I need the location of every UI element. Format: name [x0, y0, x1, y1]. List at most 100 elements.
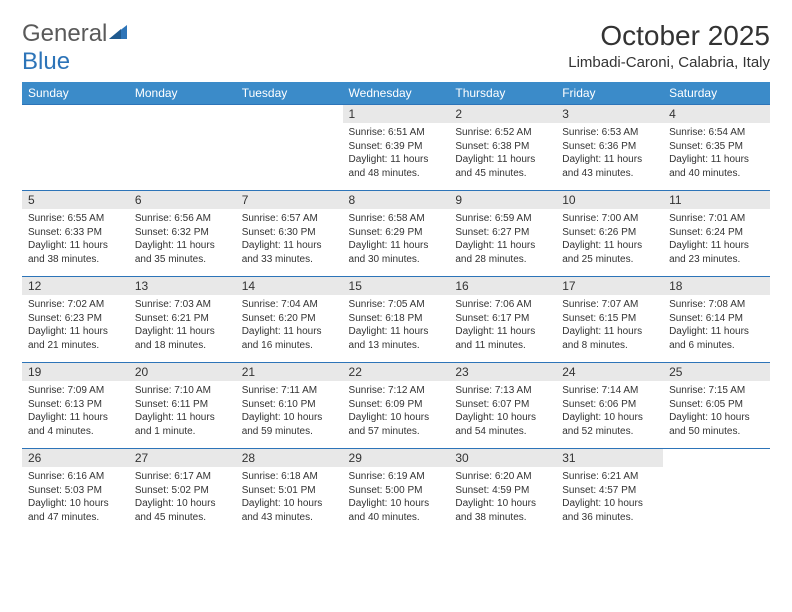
- daylight-text-1: Daylight: 11 hours: [562, 239, 657, 253]
- sunset-text: Sunset: 6:32 PM: [135, 226, 230, 240]
- day-number: 18: [663, 277, 770, 295]
- daylight-text-1: Daylight: 11 hours: [135, 239, 230, 253]
- daylight-text-1: Daylight: 11 hours: [135, 325, 230, 339]
- day-cell: 12Sunrise: 7:02 AMSunset: 6:23 PMDayligh…: [22, 277, 129, 363]
- daylight-text-1: Daylight: 10 hours: [455, 497, 550, 511]
- day-number: 2: [449, 105, 556, 123]
- sunrise-text: Sunrise: 6:57 AM: [242, 212, 337, 226]
- day-cell: 10Sunrise: 7:00 AMSunset: 6:26 PMDayligh…: [556, 191, 663, 277]
- sunrise-text: Sunrise: 6:54 AM: [669, 126, 764, 140]
- day-info: Sunrise: 7:09 AMSunset: 6:13 PMDaylight:…: [22, 381, 129, 441]
- sunset-text: Sunset: 6:39 PM: [349, 140, 444, 154]
- weekday-header-row: Sunday Monday Tuesday Wednesday Thursday…: [22, 82, 770, 105]
- day-number: 11: [663, 191, 770, 209]
- day-info: Sunrise: 6:51 AMSunset: 6:39 PMDaylight:…: [343, 123, 450, 183]
- day-cell: 26Sunrise: 6:16 AMSunset: 5:03 PMDayligh…: [22, 449, 129, 535]
- day-cell: 11Sunrise: 7:01 AMSunset: 6:24 PMDayligh…: [663, 191, 770, 277]
- weekday-header: Tuesday: [236, 82, 343, 105]
- day-number: 21: [236, 363, 343, 381]
- day-cell: 28Sunrise: 6:18 AMSunset: 5:01 PMDayligh…: [236, 449, 343, 535]
- day-info: Sunrise: 7:04 AMSunset: 6:20 PMDaylight:…: [236, 295, 343, 355]
- day-info: Sunrise: 7:15 AMSunset: 6:05 PMDaylight:…: [663, 381, 770, 441]
- logo-text-part1: General: [22, 20, 107, 47]
- daylight-text-2: and 50 minutes.: [669, 425, 764, 439]
- day-number: 12: [22, 277, 129, 295]
- day-info: Sunrise: 6:54 AMSunset: 6:35 PMDaylight:…: [663, 123, 770, 183]
- daylight-text-1: Daylight: 10 hours: [562, 411, 657, 425]
- calendar-page: GeneralBlue October 2025 Limbadi-Caroni,…: [0, 0, 792, 555]
- sunrise-text: Sunrise: 6:18 AM: [242, 470, 337, 484]
- day-cell: 23Sunrise: 7:13 AMSunset: 6:07 PMDayligh…: [449, 363, 556, 449]
- day-cell: 5 Sunrise: 6:55 AMSunset: 6:33 PMDaylight…: [22, 191, 129, 277]
- sunrise-text: Sunrise: 7:02 AM: [28, 298, 123, 312]
- day-cell: 20Sunrise: 7:10 AMSunset: 6:11 PMDayligh…: [129, 363, 236, 449]
- day-info: Sunrise: 6:59 AMSunset: 6:27 PMDaylight:…: [449, 209, 556, 269]
- day-number: 6: [129, 191, 236, 209]
- daylight-text-2: and 18 minutes.: [135, 339, 230, 353]
- sunset-text: Sunset: 6:10 PM: [242, 398, 337, 412]
- day-cell: 13Sunrise: 7:03 AMSunset: 6:21 PMDayligh…: [129, 277, 236, 363]
- day-info: Sunrise: 7:08 AMSunset: 6:14 PMDaylight:…: [663, 295, 770, 355]
- sunset-text: Sunset: 6:27 PM: [455, 226, 550, 240]
- day-number: 26: [22, 449, 129, 467]
- daylight-text-2: and 48 minutes.: [349, 167, 444, 181]
- day-cell: 27Sunrise: 6:17 AMSunset: 5:02 PMDayligh…: [129, 449, 236, 535]
- daylight-text-1: Daylight: 11 hours: [28, 239, 123, 253]
- sunrise-text: Sunrise: 6:52 AM: [455, 126, 550, 140]
- daylight-text-1: Daylight: 10 hours: [455, 411, 550, 425]
- day-number: 8: [343, 191, 450, 209]
- daylight-text-2: and 6 minutes.: [669, 339, 764, 353]
- sunrise-text: Sunrise: 7:10 AM: [135, 384, 230, 398]
- sunset-text: Sunset: 5:01 PM: [242, 484, 337, 498]
- daylight-text-1: Daylight: 11 hours: [669, 239, 764, 253]
- daylight-text-2: and 23 minutes.: [669, 253, 764, 267]
- sunset-text: Sunset: 6:06 PM: [562, 398, 657, 412]
- day-cell: 3Sunrise: 6:53 AMSunset: 6:36 PMDaylight…: [556, 105, 663, 191]
- daylight-text-2: and 16 minutes.: [242, 339, 337, 353]
- day-info: Sunrise: 7:07 AMSunset: 6:15 PMDaylight:…: [556, 295, 663, 355]
- sunrise-text: Sunrise: 7:15 AM: [669, 384, 764, 398]
- day-number: 22: [343, 363, 450, 381]
- week-row: 19Sunrise: 7:09 AMSunset: 6:13 PMDayligh…: [22, 363, 770, 449]
- day-cell: [129, 105, 236, 191]
- sunset-text: Sunset: 6:36 PM: [562, 140, 657, 154]
- logo-text: GeneralBlue: [22, 20, 129, 76]
- day-cell: 17Sunrise: 7:07 AMSunset: 6:15 PMDayligh…: [556, 277, 663, 363]
- sunset-text: Sunset: 6:26 PM: [562, 226, 657, 240]
- calendar-table: Sunday Monday Tuesday Wednesday Thursday…: [22, 82, 770, 535]
- sunrise-text: Sunrise: 7:09 AM: [28, 384, 123, 398]
- sunrise-text: Sunrise: 6:51 AM: [349, 126, 444, 140]
- week-row: 12Sunrise: 7:02 AMSunset: 6:23 PMDayligh…: [22, 277, 770, 363]
- daylight-text-2: and 25 minutes.: [562, 253, 657, 267]
- sunset-text: Sunset: 6:14 PM: [669, 312, 764, 326]
- day-info: Sunrise: 6:17 AMSunset: 5:02 PMDaylight:…: [129, 467, 236, 527]
- week-row: 5Sunrise: 6:55 AMSunset: 6:33 PMDaylight…: [22, 191, 770, 277]
- daylight-text-1: Daylight: 10 hours: [242, 411, 337, 425]
- daylight-text-2: and 13 minutes.: [349, 339, 444, 353]
- header: GeneralBlue October 2025 Limbadi-Caroni,…: [22, 20, 770, 76]
- day-number: 27: [129, 449, 236, 467]
- sunrise-text: Sunrise: 6:55 AM: [28, 212, 123, 226]
- daylight-text-1: Daylight: 11 hours: [455, 239, 550, 253]
- day-info: Sunrise: 6:19 AMSunset: 5:00 PMDaylight:…: [343, 467, 450, 527]
- day-cell: 30Sunrise: 6:20 AMSunset: 4:59 PMDayligh…: [449, 449, 556, 535]
- day-number: 3: [556, 105, 663, 123]
- day-cell: 29Sunrise: 6:19 AMSunset: 5:00 PMDayligh…: [343, 449, 450, 535]
- daylight-text-1: Daylight: 11 hours: [349, 153, 444, 167]
- sunset-text: Sunset: 6:11 PM: [135, 398, 230, 412]
- weekday-header: Wednesday: [343, 82, 450, 105]
- calendar-body: 1Sunrise: 6:51 AMSunset: 6:39 PMDaylight…: [22, 105, 770, 535]
- daylight-text-1: Daylight: 11 hours: [242, 325, 337, 339]
- day-number: 28: [236, 449, 343, 467]
- daylight-text-2: and 1 minute.: [135, 425, 230, 439]
- day-number: 7: [236, 191, 343, 209]
- sunrise-text: Sunrise: 7:05 AM: [349, 298, 444, 312]
- daylight-text-2: and 47 minutes.: [28, 511, 123, 525]
- weekday-header: Thursday: [449, 82, 556, 105]
- day-number: 17: [556, 277, 663, 295]
- sunset-text: Sunset: 6:33 PM: [28, 226, 123, 240]
- day-number: 5: [22, 191, 129, 209]
- day-cell: 16Sunrise: 7:06 AMSunset: 6:17 PMDayligh…: [449, 277, 556, 363]
- sunset-text: Sunset: 6:30 PM: [242, 226, 337, 240]
- daylight-text-2: and 11 minutes.: [455, 339, 550, 353]
